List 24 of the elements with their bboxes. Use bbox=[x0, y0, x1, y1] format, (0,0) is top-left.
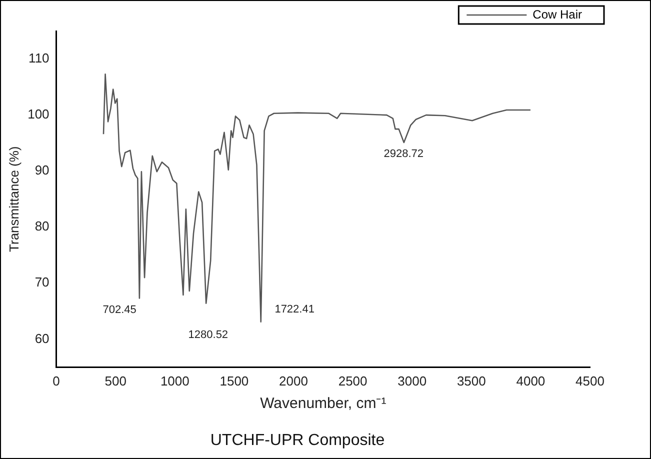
y-axis-title: Transmittance (%) bbox=[6, 146, 22, 252]
y-tick-label: 80 bbox=[34, 218, 50, 234]
x-tick-label: 0 bbox=[52, 374, 60, 389]
x-axis-title: Wavenumber, cm⁻¹ bbox=[260, 394, 386, 412]
x-tick-label: 4000 bbox=[516, 374, 546, 389]
x-tick-label: 1000 bbox=[160, 374, 190, 389]
y-tick-label: 70 bbox=[34, 274, 50, 290]
x-tick-label: 1500 bbox=[220, 374, 249, 389]
annotation: 1722.41 bbox=[274, 303, 314, 316]
x-tick-label: 3500 bbox=[456, 374, 486, 389]
annotation: 702.45 bbox=[102, 304, 136, 316]
annotation: 1280.52 bbox=[188, 328, 228, 341]
y-tick-label: 110 bbox=[28, 50, 50, 66]
y-tick-label: 60 bbox=[34, 330, 50, 346]
legend-label: Cow Hair bbox=[532, 7, 582, 22]
annotation: 2928.72 bbox=[384, 148, 424, 160]
y-tick-label: 90 bbox=[34, 162, 50, 178]
x-tick-label: 500 bbox=[104, 374, 126, 389]
x-tick-label: 2500 bbox=[338, 374, 368, 389]
x-tick-label: 4500 bbox=[576, 374, 604, 389]
y-tick-label: 100 bbox=[28, 106, 50, 122]
x-tick-label: 3000 bbox=[398, 374, 427, 389]
x-tick-label: 2000 bbox=[279, 374, 308, 389]
text: UTCHF-UPR Composite bbox=[210, 432, 385, 449]
